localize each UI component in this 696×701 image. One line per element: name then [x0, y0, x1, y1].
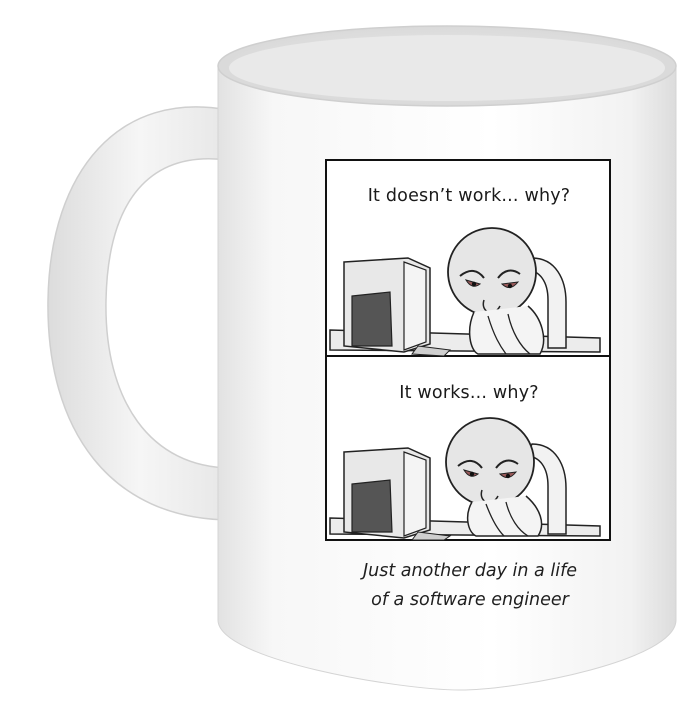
footer-line-1: Just another day in a life	[363, 561, 577, 581]
footer-line-2: of a software engineer	[371, 590, 569, 610]
comic-panels	[325, 159, 611, 541]
panel2-caption: It works... why?	[399, 383, 539, 403]
panel1-scene	[329, 227, 601, 357]
panel2-scene	[329, 417, 601, 541]
panel1-caption: It doesn’t work... why?	[367, 186, 571, 206]
mug-handle	[47, 106, 233, 521]
